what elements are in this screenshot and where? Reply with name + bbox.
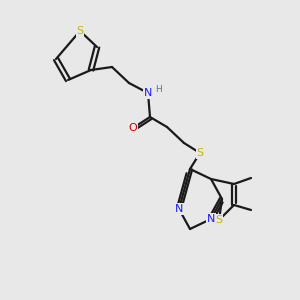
Text: N: N: [207, 214, 215, 224]
Text: H: H: [154, 85, 161, 94]
Text: S: S: [215, 215, 223, 225]
Text: S: S: [196, 148, 204, 158]
Text: S: S: [76, 26, 84, 36]
Text: O: O: [129, 123, 137, 133]
Text: N: N: [175, 204, 183, 214]
Text: N: N: [144, 88, 152, 98]
